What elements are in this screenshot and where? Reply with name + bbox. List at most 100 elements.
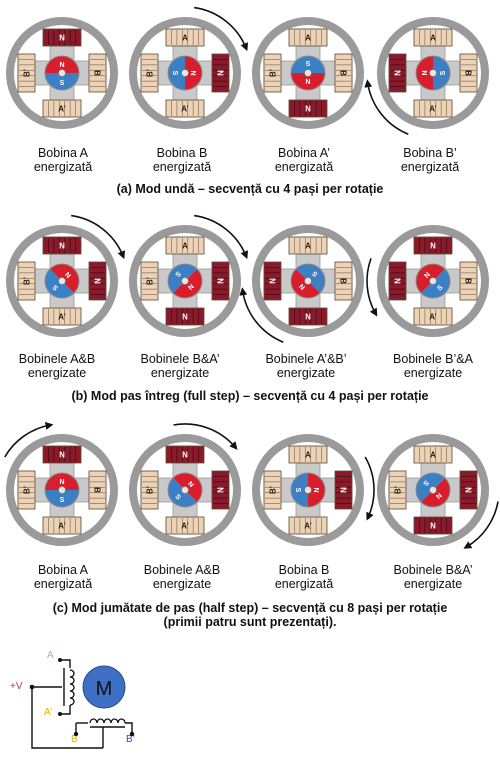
coil-body: [263, 470, 282, 510]
rotation-arrow: [239, 287, 284, 343]
energized-coil: [413, 236, 453, 255]
coil-body: [388, 470, 407, 510]
step-label: Bobina A’ energizată: [274, 146, 334, 174]
coil-body: [140, 470, 159, 510]
stator-ring: [6, 434, 118, 546]
coil-label: A’: [429, 105, 437, 114]
coil-a-prime-label: A’: [44, 707, 52, 718]
rotor-shaft: [429, 486, 437, 494]
energized-coil: [165, 307, 205, 326]
stepper-motor-r3-s1: NBA’B’NS: [4, 421, 118, 546]
rotor-shaft: [181, 277, 189, 285]
coil-label: B’: [23, 69, 32, 77]
stator-ring: [377, 434, 489, 546]
coil: [288, 445, 328, 464]
coil: [88, 470, 107, 510]
stator-ring: [129, 434, 241, 546]
stator-ring: [252, 17, 364, 129]
coil-body: [413, 28, 453, 47]
rotation-arrow: [173, 423, 238, 450]
rotor-north-label: N: [186, 480, 195, 489]
coil-label: B: [464, 278, 473, 284]
stepper-motor-r3-s3: ANA’B’ NS: [252, 434, 375, 546]
coil-body: [334, 470, 353, 510]
coil: [42, 307, 82, 326]
rotor: NS: [44, 55, 80, 91]
coil: [42, 516, 82, 535]
coil-body: [140, 53, 159, 93]
caption-half-step-mode: (c) Mod jumătate de pas (half step) – se…: [52, 601, 448, 615]
coil-label: A: [430, 34, 436, 43]
rotor-south-half: [433, 56, 450, 90]
coil: [388, 470, 407, 510]
rotor-shaft: [429, 277, 437, 285]
coil: [413, 307, 453, 326]
wire: [125, 722, 133, 733]
caption-full-step-mode: (b) Mod pas întreg (full step) – secvenț…: [71, 389, 429, 403]
coil-body: [42, 99, 82, 118]
pole-north-label: N: [269, 278, 278, 284]
wire: [60, 705, 71, 715]
rotor-north-label: N: [186, 282, 195, 291]
energized-coil: [388, 261, 407, 301]
rotor-north-label: N: [189, 70, 196, 75]
coil: [413, 445, 453, 464]
stator-ring: [6, 225, 118, 337]
rotor-north-half: [416, 56, 433, 90]
coil: [288, 516, 328, 535]
rotor-north-half: [185, 56, 202, 90]
step-label: Bobinele A&B energizate: [18, 352, 96, 380]
coil-label: A: [305, 242, 311, 251]
stator-ring: [252, 434, 364, 546]
coil-winding-b: [117, 718, 126, 724]
rotation-arrow: [71, 214, 126, 260]
coil: [413, 99, 453, 118]
rotor-shaft: [181, 486, 189, 494]
coil-label: A’: [58, 522, 66, 531]
coil-winding-a: [69, 676, 75, 685]
rotor: NS: [167, 263, 203, 299]
coil-label: A’: [58, 313, 66, 322]
rotor-north-half: [291, 73, 325, 90]
coil-body: [334, 261, 353, 301]
rotor-north-label: N: [59, 62, 64, 69]
coil-body: [459, 53, 478, 93]
rotation-arrow: [366, 258, 378, 317]
coil: [17, 470, 36, 510]
coil-label: B’: [146, 277, 155, 285]
energized-coil: [211, 53, 230, 93]
rotor-rim: [290, 263, 326, 299]
coil: [165, 236, 205, 255]
rotor-south-label: S: [311, 269, 319, 277]
rotor-rim: [167, 55, 203, 91]
coil-body: [288, 307, 328, 326]
stepper-motor-r1-s2: ANA’B’ NS: [129, 6, 249, 129]
rotor: NS: [290, 472, 326, 508]
coil-a-terminal: [58, 658, 62, 662]
coil: [263, 470, 282, 510]
rotor-north-half: [45, 56, 79, 73]
coil-label: A’: [181, 522, 189, 531]
coil-b-prime-terminal: [129, 731, 135, 737]
rotor-south-label: S: [60, 80, 65, 87]
coil-winding-b: [96, 718, 105, 724]
rotor-south-half: [168, 56, 185, 90]
pole-north-label: N: [59, 34, 65, 43]
rotation-arrow: [364, 79, 409, 135]
energized-coil: [388, 53, 407, 93]
rotor-south-half: [291, 56, 325, 73]
rotor-north-label: N: [298, 282, 307, 291]
pole-north-label: N: [59, 242, 65, 251]
coil-label: B’: [146, 486, 155, 494]
rotor-south-label: S: [294, 488, 301, 493]
rotor-south-label: S: [421, 478, 429, 486]
coil: [459, 261, 478, 301]
pole-north-label: N: [430, 242, 436, 251]
coil-body: [288, 28, 328, 47]
coil-body: [288, 445, 328, 464]
